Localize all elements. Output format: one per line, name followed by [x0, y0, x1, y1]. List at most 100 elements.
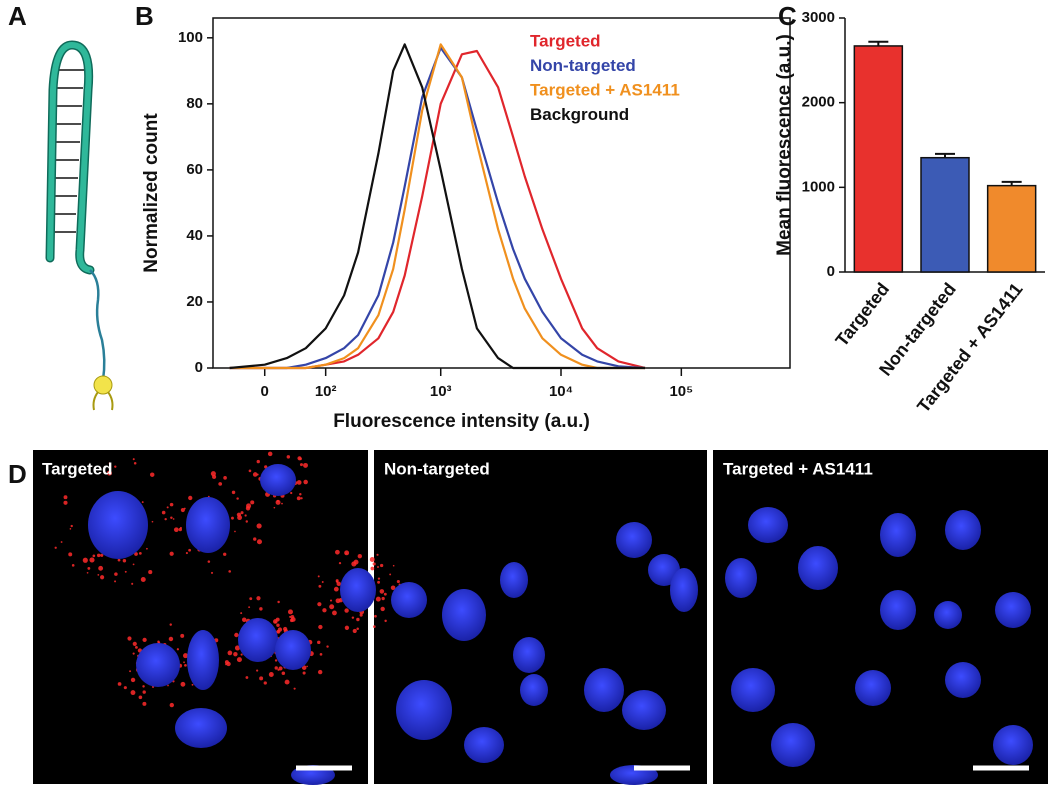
membrane-stain: [142, 685, 145, 688]
nucleus: [648, 554, 680, 586]
membrane-stain: [148, 570, 153, 575]
membrane-stain: [138, 551, 142, 555]
y-tick-label: 1000: [802, 178, 835, 195]
membrane-stain: [212, 474, 217, 479]
membrane-stain: [335, 598, 341, 604]
nucleus: [616, 522, 652, 558]
y-axis-title: Normalized count: [141, 113, 162, 273]
nucleus: [520, 674, 548, 706]
image-label: Non-targeted: [384, 459, 490, 478]
membrane-stain: [300, 497, 303, 500]
membrane-stain: [318, 624, 323, 630]
membrane-stain: [132, 652, 135, 655]
membrane-stain: [277, 600, 280, 604]
membrane-stain: [274, 621, 277, 624]
membrane-stain: [377, 566, 379, 568]
membrane-stain: [263, 681, 267, 685]
y-tick-label: 100: [178, 29, 203, 46]
membrane-stain: [259, 676, 264, 681]
membrane-stain: [376, 553, 379, 556]
membrane-stain: [234, 632, 239, 638]
panel-label: C: [778, 1, 797, 31]
nucleus: [88, 491, 148, 559]
membrane-stain: [100, 553, 104, 557]
x-axis-title: Fluorescence intensity (a.u.): [333, 411, 590, 432]
nucleus: [584, 668, 624, 712]
membrane-stain: [131, 582, 134, 585]
membrane-stain: [140, 577, 146, 582]
x-tick-label: 10⁴: [549, 383, 573, 400]
membrane-stain: [87, 567, 91, 570]
membrane-stain: [253, 537, 257, 541]
membrane-stain: [180, 681, 186, 687]
membrane-stain: [317, 669, 323, 675]
membrane-stain: [275, 499, 281, 505]
membrane-stain: [338, 562, 342, 565]
membrane-stain: [223, 552, 227, 556]
y-tick-label: 20: [186, 293, 203, 310]
nucleus: [880, 513, 916, 557]
nucleus: [945, 662, 981, 698]
nucleus: [442, 589, 486, 641]
legend-entry: Non-targeted: [530, 56, 636, 75]
y-tick-label: 80: [186, 95, 203, 112]
membrane-stain: [286, 455, 291, 459]
membrane-stain: [142, 637, 147, 643]
membrane-stain: [123, 686, 127, 690]
membrane-stain: [335, 579, 339, 583]
membrane-stain: [161, 510, 166, 515]
membrane-stain: [281, 671, 286, 676]
membrane-stain: [132, 641, 137, 646]
membrane-stain: [70, 524, 73, 528]
membrane-stain: [383, 592, 387, 596]
membrane-stain: [218, 482, 223, 486]
membrane-stain: [317, 602, 322, 607]
membrane-stain: [138, 695, 143, 700]
membrane-stain: [98, 565, 104, 571]
membrane-stain: [276, 629, 281, 634]
nucleus: [186, 497, 230, 553]
membrane-stain: [333, 586, 339, 592]
membrane-stain: [135, 645, 138, 649]
membrane-stain: [244, 514, 247, 517]
membrane-stain: [184, 663, 187, 667]
membrane-stain: [275, 617, 280, 622]
membrane-stain: [359, 613, 363, 617]
membrane-stain: [179, 526, 182, 529]
membrane-stain: [170, 516, 173, 519]
membrane-stain: [322, 608, 327, 613]
membrane-stain: [379, 563, 384, 568]
membrane-stain: [167, 684, 169, 687]
nucleus: [993, 725, 1033, 765]
plot-frame: [212, 17, 791, 369]
membrane-stain: [303, 479, 308, 485]
membrane-stain: [245, 676, 249, 679]
membrane-stain: [130, 677, 136, 683]
membrane-stain: [302, 671, 306, 675]
nucleus: [500, 562, 528, 598]
membrane-stain: [287, 609, 293, 615]
membrane-stain: [356, 617, 360, 622]
nucleus: [945, 510, 981, 550]
membrane-stain: [319, 653, 323, 656]
membrane-stain: [60, 541, 63, 543]
membrane-stain: [180, 507, 185, 513]
x-tick-label: 10³: [430, 383, 452, 400]
membrane-stain: [344, 608, 349, 613]
membrane-stain: [274, 659, 278, 662]
membrane-stain: [130, 690, 136, 696]
x-tick-label: Targeted: [831, 279, 893, 350]
membrane-stain: [317, 575, 320, 578]
membrane-stain: [210, 471, 216, 477]
y-tick-label: 0: [195, 359, 203, 376]
nucleus: [731, 668, 775, 712]
membrane-stain: [256, 523, 262, 529]
membrane-stain: [321, 581, 324, 583]
membrane-stain: [377, 577, 381, 580]
membrane-stain: [240, 612, 243, 615]
nucleus: [622, 690, 666, 730]
membrane-stain: [149, 472, 155, 477]
nucleus: [187, 630, 219, 690]
membrane-stain: [237, 515, 243, 521]
membrane-stain: [124, 570, 127, 573]
